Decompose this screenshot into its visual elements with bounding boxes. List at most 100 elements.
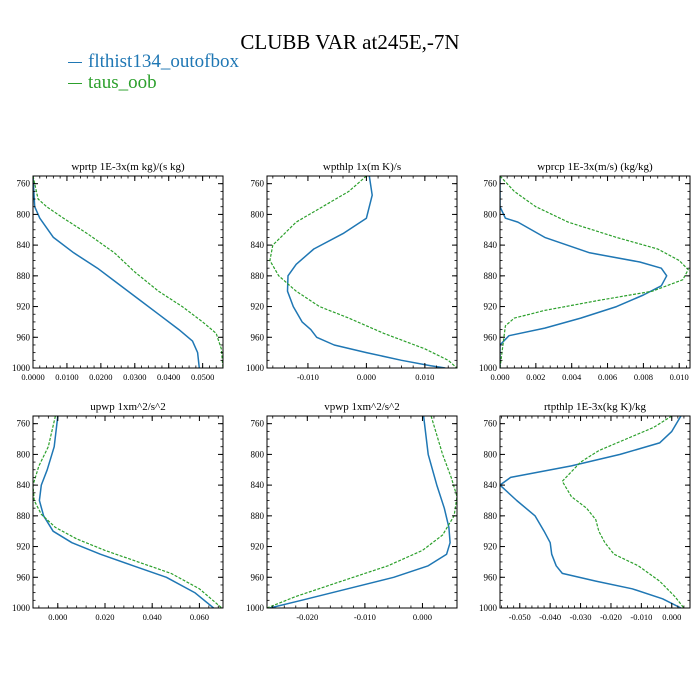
series-line-flthist134_outofbox: [33, 176, 201, 368]
series-line-taus_oob: [267, 416, 457, 608]
y-tick-label: 880: [484, 511, 498, 521]
legend-item-flthist134: flthist134_outofbox: [68, 52, 239, 72]
series-line-taus_oob: [561, 416, 685, 608]
y-tick-label: 960: [251, 572, 265, 582]
x-tick-label: 0.010: [415, 372, 434, 382]
y-tick-label: 880: [17, 271, 31, 281]
y-tick-label: 880: [17, 511, 31, 521]
subplot-title: vpwp 1xm^2/s^2: [324, 401, 399, 413]
x-tick-label: 0.000: [413, 612, 432, 622]
x-tick-label: -0.010: [630, 612, 652, 622]
series-line-flthist134_outofbox: [286, 176, 446, 368]
subplot-title: upwp 1xm^2/s^2: [90, 401, 165, 413]
plot-frame: [32, 415, 224, 609]
y-tick-label: 800: [251, 449, 265, 459]
subplot-title: wprtp 1E-3x(m kg)/(s kg): [71, 161, 185, 173]
y-tick-label: 840: [251, 240, 265, 250]
plot-frame: [266, 175, 458, 369]
y-tick-label: 800: [251, 209, 265, 219]
y-tick-label: 760: [17, 179, 31, 189]
y-tick-label: 920: [484, 542, 498, 552]
y-tick-label: 840: [484, 480, 498, 490]
subplot-6: rtpthlp 1E-3x(kg K)/kg 760 800 840 880 920 960…: [479, 401, 691, 622]
plot-frame: [266, 415, 458, 609]
x-tick-label: 0.0000: [21, 372, 44, 382]
y-tick-label: 800: [484, 209, 498, 219]
y-tick-label: 840: [484, 240, 498, 250]
series-line-flthist134_outofbox: [500, 176, 668, 368]
series-line-flthist134_outofbox: [38, 416, 215, 608]
y-tick-label: 800: [484, 449, 498, 459]
subplot-1: wprtp 1E-3x(m kg)/(s kg) 760 800 840 880 920 9…: [12, 161, 224, 382]
y-tick-label: 960: [484, 572, 498, 582]
subplot-5: vpwp 1xm^2/s^2 760 800 840 880 920 960 1000 -0.0…: [246, 401, 458, 622]
x-tick-label: 0.006: [598, 372, 617, 382]
plot-frame: [499, 175, 691, 369]
x-tick-label: 0.0500: [191, 372, 214, 382]
subplot-3: wprcp 1E-3x(m/s) (kg/kg) 760 800 840 880 920 9…: [479, 161, 691, 382]
y-tick-label: 880: [484, 271, 498, 281]
x-tick-label: -0.010: [297, 372, 319, 382]
x-tick-label: -0.030: [570, 612, 592, 622]
y-tick-label: 800: [17, 449, 31, 459]
y-tick-label: 880: [251, 511, 265, 521]
legend-label: flthist134_outofbox: [88, 51, 239, 72]
y-tick-label: 960: [17, 332, 31, 342]
y-tick-label: 800: [17, 209, 31, 219]
plot-frame: [32, 175, 224, 369]
series-line-taus_oob: [500, 176, 689, 368]
legend-swatch: [68, 83, 82, 85]
legend-item-taus-oob: taus_oob: [68, 73, 157, 93]
x-tick-label: 0.040: [143, 612, 162, 622]
y-tick-label: 920: [484, 302, 498, 312]
y-tick-label: 760: [251, 419, 265, 429]
subplot-4: upwp 1xm^2/s^2 760 800 840 880 920 960 1000 0.00…: [12, 401, 224, 622]
x-tick-label: 0.000: [662, 612, 681, 622]
x-tick-label: 0.0100: [55, 372, 78, 382]
legend-label: taus_oob: [88, 72, 157, 93]
series-line-taus_oob: [33, 176, 223, 368]
subplot-2: wpthlp 1x(m K)/s 760 800 840 880 920 960 1000 -0…: [246, 161, 458, 382]
y-tick-label: 840: [17, 480, 31, 490]
subplot-title: wpthlp 1x(m K)/s: [323, 161, 401, 173]
series-line-flthist134_outofbox: [269, 416, 451, 608]
y-tick-label: 840: [251, 480, 265, 490]
x-tick-label: 0.000: [357, 372, 376, 382]
y-tick-label: 840: [17, 240, 31, 250]
x-tick-label: -0.020: [600, 612, 622, 622]
x-tick-label: 0.000: [48, 612, 67, 622]
x-tick-label: -0.010: [354, 612, 376, 622]
y-tick-label: 1000: [479, 603, 498, 613]
legend-swatch: [68, 62, 82, 64]
x-tick-label: 0.010: [670, 372, 689, 382]
x-tick-label: -0.050: [509, 612, 531, 622]
y-tick-label: 1000: [12, 363, 31, 373]
y-tick-label: 1000: [479, 363, 498, 373]
series-line-taus_oob: [269, 176, 457, 368]
y-tick-label: 1000: [246, 603, 265, 613]
y-tick-label: 880: [251, 271, 265, 281]
y-tick-label: 1000: [12, 603, 31, 613]
y-tick-label: 760: [251, 179, 265, 189]
y-tick-label: 960: [251, 332, 265, 342]
series-line-taus_oob: [33, 416, 223, 608]
x-tick-label: 0.020: [95, 612, 114, 622]
x-tick-label: 0.008: [634, 372, 653, 382]
x-tick-label: 0.0400: [157, 372, 180, 382]
y-tick-label: 1000: [246, 363, 265, 373]
subplot-title: rtpthlp 1E-3x(kg K)/kg: [544, 401, 647, 413]
y-tick-label: 960: [484, 332, 498, 342]
plot-frame: [499, 415, 691, 609]
x-tick-label: -0.040: [539, 612, 561, 622]
y-tick-label: 920: [251, 302, 265, 312]
x-tick-label: 0.060: [190, 612, 209, 622]
y-tick-label: 920: [17, 542, 31, 552]
x-tick-label: 0.0200: [89, 372, 112, 382]
y-tick-label: 920: [17, 302, 31, 312]
y-tick-label: 760: [17, 419, 31, 429]
x-tick-label: -0.020: [296, 612, 318, 622]
y-tick-label: 760: [484, 419, 498, 429]
x-tick-label: 0.004: [562, 372, 582, 382]
